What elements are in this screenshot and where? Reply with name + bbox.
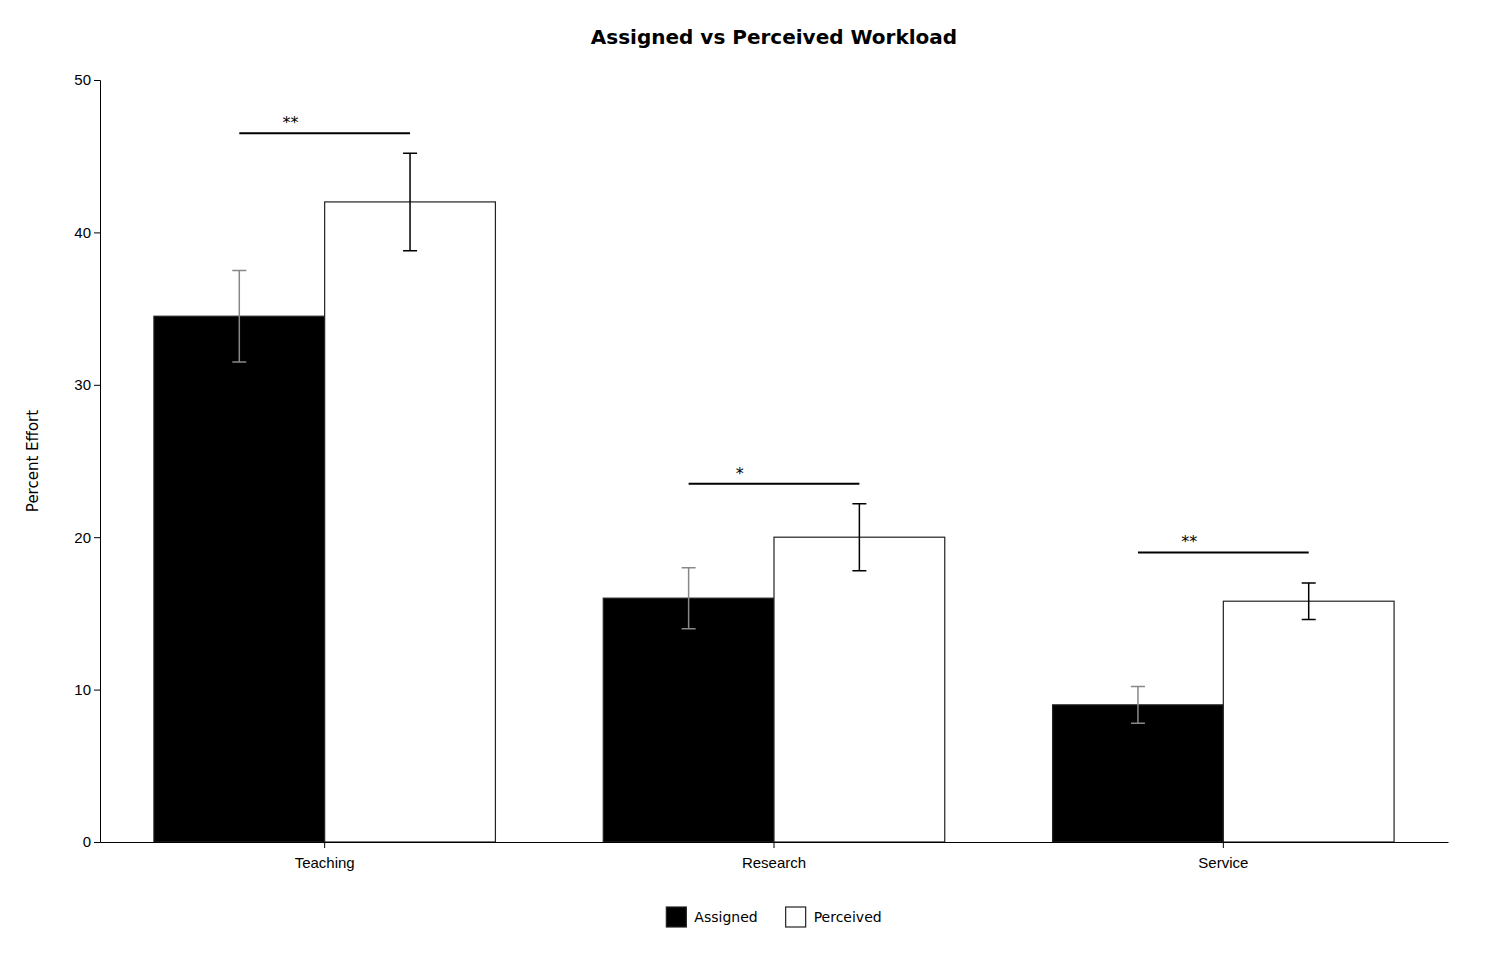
- significance-label: **: [1181, 532, 1197, 551]
- plot: 01020304050TeachingResearchService*****: [74, 71, 1448, 870]
- y-tick: 30: [74, 376, 100, 393]
- x-axis: Teaching Research Service: [101, 842, 1449, 871]
- y-tick: 10: [74, 681, 100, 698]
- significance-line: [689, 483, 860, 485]
- legend: Assigned Perceived: [666, 907, 881, 927]
- legend-label: Assigned: [694, 909, 757, 925]
- error-bar: [1302, 583, 1316, 620]
- x-tick-mark: [1223, 842, 1224, 848]
- y-tick: 40: [74, 224, 100, 241]
- significance-label: *: [736, 464, 744, 483]
- y-tick: 20: [74, 529, 100, 546]
- error-bar: [232, 271, 246, 362]
- y-axis-line: [94, 81, 101, 843]
- chart: 01020304050TeachingResearchService*****A…: [0, 0, 1498, 972]
- y-tick-mark: [94, 842, 100, 843]
- y-tick-label: 20: [74, 529, 91, 546]
- y-axis-label: Percent Effort: [24, 410, 42, 512]
- legend-swatch: [666, 907, 686, 927]
- y-axis: 0 10 20 30 40 50: [74, 71, 100, 850]
- x-tick-label: Research: [742, 854, 806, 871]
- legend-label: Perceived: [814, 909, 882, 925]
- legend-item: Assigned: [666, 907, 757, 927]
- error-bar: [403, 153, 417, 251]
- x-tick-mark: [774, 842, 775, 848]
- y-tick-mark: [94, 385, 100, 386]
- x-tick-label: Service: [1198, 854, 1248, 871]
- legend-swatch: [786, 907, 806, 927]
- y-tick-label: 50: [74, 71, 91, 88]
- x-tick: Teaching: [295, 842, 355, 871]
- significance-line: [239, 132, 410, 134]
- series: [154, 271, 1223, 843]
- bar: [603, 598, 774, 842]
- y-tick-mark: [94, 690, 100, 691]
- marks: [154, 133, 1394, 842]
- y-tick-mark: [94, 80, 100, 81]
- y-tick-label: 30: [74, 376, 91, 393]
- y-tick: 50: [74, 71, 100, 88]
- x-tick-mark: [324, 842, 325, 848]
- series: [325, 153, 1394, 842]
- bar: [325, 202, 496, 842]
- x-tick: Research: [742, 842, 806, 871]
- bar: [774, 537, 945, 842]
- y-tick-label: 40: [74, 224, 91, 241]
- error-bar: [682, 568, 696, 629]
- error-bar: [852, 504, 866, 571]
- y-tick-label: 0: [83, 833, 91, 850]
- x-tick: Service: [1198, 842, 1248, 871]
- x-tick-label: Teaching: [295, 854, 355, 871]
- y-tick-mark: [94, 232, 100, 233]
- title: Assigned vs Perceived Workload: [591, 25, 957, 49]
- legend-item: Perceived: [786, 907, 882, 927]
- bar: [154, 316, 325, 842]
- y-tick-mark: [94, 537, 100, 538]
- error-bar: [1131, 687, 1145, 724]
- bar: [1223, 601, 1394, 842]
- bar: [1053, 705, 1224, 842]
- significance-label: **: [283, 113, 299, 132]
- y-tick-label: 10: [74, 681, 91, 698]
- annotations: *****: [283, 113, 1198, 551]
- y-tick: 0: [83, 833, 100, 850]
- significance-line: [1138, 551, 1309, 553]
